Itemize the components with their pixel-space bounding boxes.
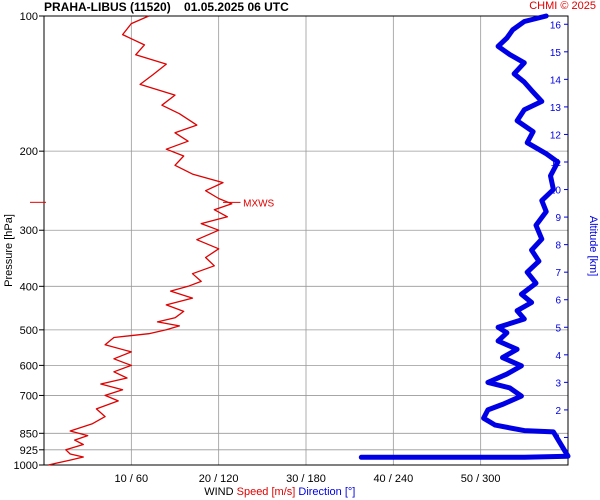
altitude-tick-label: 10 [550, 186, 562, 197]
wind-tick-label: 40 / 240 [373, 473, 413, 485]
altitude-tick-label: 5 [555, 323, 561, 334]
altitude-tick-label: 9 [555, 213, 561, 224]
wind-axis-label-part: WIND [204, 486, 233, 498]
pressure-axis: 100 200 300 400 500 600 700 850 925 1000 Pressure … [3, 11, 44, 472]
station-name: PRAHA-LIBUS (11520) [44, 0, 171, 14]
altitude-tick-label: 12 [550, 130, 562, 141]
wind-axis-label-part: Direction [°] [295, 486, 355, 498]
wind-axis-label: WIND Speed [m/s] Direction [°] [204, 486, 355, 498]
pressure-tick-label: 925 [20, 445, 38, 457]
wind-tick-label: 10 / 60 [115, 473, 149, 485]
altitude-tick-label: 1 [555, 433, 561, 444]
observation-time: 01.05.2025 06 UTC [184, 0, 289, 14]
altitude-tick-label: 16 [550, 20, 562, 31]
altitude-tick-label: 8 [555, 241, 561, 252]
mxws-label: MXWS [243, 198, 274, 209]
direction-line [358, 13, 571, 460]
pressure-tick-label: 500 [20, 325, 38, 337]
wind-tick-label: 20 / 120 [199, 473, 239, 485]
speed-series [48, 15, 233, 466]
pressure-axis-label: Pressure [hPa] [3, 214, 15, 287]
pressure-tick-label: 600 [20, 360, 38, 372]
altitude-tick-label: 3 [555, 378, 561, 389]
pressure-tick-label: 850 [20, 428, 38, 440]
altitude-tick-label: 4 [555, 351, 561, 362]
pressure-tick-label: 1000 [14, 460, 38, 472]
pressure-tick-label: 400 [20, 281, 38, 293]
pressure-tick-label: 100 [20, 11, 38, 23]
wind-tick-label: 50 / 300 [461, 473, 501, 485]
wind-tick-label: 30 / 180 [286, 473, 326, 485]
plot-border [43, 15, 569, 466]
grid [44, 16, 568, 465]
altitude-tick-label: 15 [550, 48, 562, 59]
plot-frame [43, 15, 569, 466]
pressure-tick-label: 300 [20, 225, 38, 237]
altitude-tick-label: 7 [555, 268, 561, 279]
chart-title: PRAHA-LIBUS (11520) 01.05.2025 06 UTC [44, 0, 289, 14]
altitude-tick-label: 6 [555, 296, 561, 307]
pressure-tick-label: 700 [20, 390, 38, 402]
direction-series [358, 13, 571, 460]
altitude-tick-label: 11 [551, 158, 562, 169]
speed-line [48, 15, 233, 466]
wind-axis: 10 / 60 20 / 120 30 / 180 40 / 240 50 / 300 W… [115, 473, 501, 498]
altitude-axis-label: Altitude [km] [587, 216, 599, 277]
altitude-tick-label: 14 [550, 75, 562, 86]
pressure-tick-label: 200 [20, 146, 38, 158]
altitude-tick-label: 2 [555, 406, 561, 417]
altitude-tick-label: 13 [550, 103, 562, 114]
copyright-credit: CHMI © 2025 [529, 0, 596, 12]
annotations: MXWS [30, 198, 275, 209]
wind-axis-label-part: Speed [m/s] [234, 486, 296, 498]
